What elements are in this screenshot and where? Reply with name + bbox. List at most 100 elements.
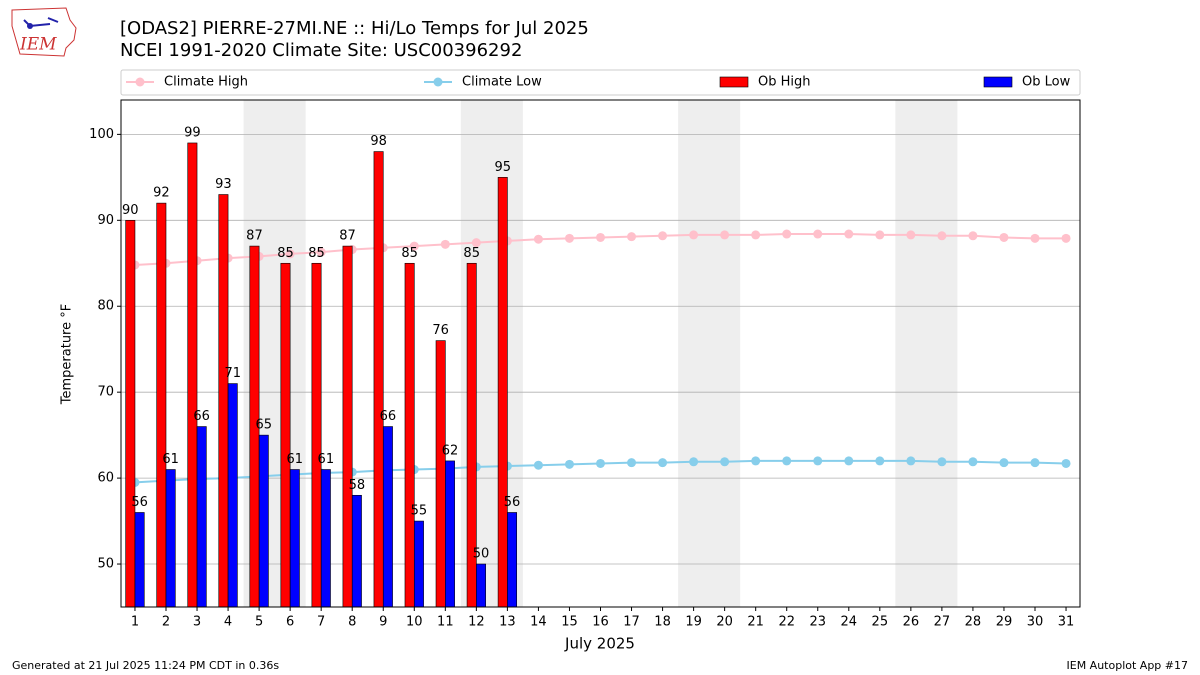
bar	[351, 494, 362, 608]
legend-label: Ob High	[758, 75, 811, 90]
point	[751, 230, 761, 240]
point	[844, 229, 854, 239]
bar	[125, 220, 136, 608]
x-tick-label: 9	[379, 615, 387, 630]
x-tick-label: 5	[255, 615, 263, 630]
weekend-shade	[895, 100, 958, 607]
x-tick-label: 18	[654, 615, 671, 630]
point	[440, 239, 450, 249]
x-tick-label: 19	[685, 615, 702, 630]
bar	[196, 426, 207, 608]
point	[627, 232, 637, 242]
x-tick-label: 17	[623, 615, 640, 630]
point	[999, 232, 1009, 242]
x-tick-label: 6	[286, 615, 294, 630]
x-tick-label: 12	[468, 615, 485, 630]
data-label: 85	[308, 246, 325, 261]
bar	[187, 142, 198, 608]
data-label: 65	[255, 418, 272, 433]
bar	[497, 177, 508, 608]
x-tick-label: 27	[934, 615, 951, 630]
bar	[280, 262, 291, 608]
legend-swatch	[433, 77, 443, 87]
point	[968, 231, 978, 241]
bar	[373, 151, 384, 608]
point	[564, 233, 574, 243]
point	[782, 456, 792, 466]
x-tick-label: 22	[778, 615, 795, 630]
x-tick-label: 13	[499, 615, 516, 630]
point	[1061, 233, 1071, 243]
data-label: 50	[473, 547, 490, 562]
point	[968, 457, 978, 467]
point	[596, 232, 605, 242]
data-label: 85	[463, 246, 480, 261]
bar	[404, 262, 415, 608]
point	[813, 229, 823, 239]
bar	[258, 434, 269, 608]
point	[937, 457, 947, 467]
bar	[413, 520, 424, 608]
plot-frame	[120, 99, 1081, 608]
point	[875, 230, 885, 240]
x-tick-label: 10	[406, 615, 423, 630]
x-tick-label: 20	[716, 615, 733, 630]
x-tick-label: 15	[561, 615, 578, 630]
x-tick-label: 29	[996, 615, 1013, 630]
x-tick-label: 16	[592, 615, 609, 630]
legend	[120, 69, 1081, 96]
point	[533, 460, 543, 470]
x-tick-label: 2	[162, 615, 170, 630]
x-tick-label: 28	[965, 615, 982, 630]
bar	[445, 460, 455, 608]
y-tick-label: 80	[97, 299, 114, 314]
logo: IEM	[11, 7, 77, 57]
point	[720, 230, 730, 240]
data-label: 85	[277, 246, 294, 261]
y-tick-label: 50	[97, 557, 114, 572]
x-tick-label: 25	[872, 615, 889, 630]
bar	[507, 512, 518, 608]
logo-icon	[27, 23, 33, 29]
point	[1061, 458, 1071, 468]
bar	[156, 202, 167, 608]
x-tick-label: 3	[193, 615, 201, 630]
footer-right: IEM Autoplot App #17	[1067, 659, 1189, 672]
bar	[218, 194, 229, 608]
data-label: 87	[339, 229, 356, 244]
data-label: 93	[215, 177, 232, 192]
chart-subtitle: NCEI 1991-2020 Climate Site: USC00396292	[120, 40, 522, 61]
x-tick-label: 23	[809, 615, 826, 630]
x-tick-label: 8	[348, 615, 356, 630]
data-label: 66	[193, 409, 210, 424]
bar	[476, 563, 486, 608]
data-label: 61	[162, 452, 179, 467]
point	[316, 247, 326, 257]
legend-label: Climate High	[164, 75, 248, 90]
bar	[342, 245, 353, 608]
y-tick-label: 70	[97, 385, 114, 400]
data-label: 55	[411, 504, 428, 519]
data-label: 90	[122, 203, 139, 218]
bar	[311, 262, 322, 608]
y-tick-label: 100	[89, 127, 114, 142]
data-label: 61	[287, 452, 304, 467]
chart-title: [ODAS2] PIERRE-27MI.NE :: Hi/Lo Temps fo…	[120, 18, 589, 39]
data-label: 56	[504, 495, 521, 510]
legend-label: Ob Low	[1022, 75, 1071, 90]
point	[689, 457, 699, 467]
bar	[320, 469, 331, 608]
point	[813, 456, 823, 466]
bar	[134, 512, 145, 608]
data-label: 66	[380, 409, 397, 424]
point	[1030, 233, 1040, 243]
point	[782, 229, 792, 239]
point	[596, 458, 605, 468]
legend-swatch	[135, 77, 145, 87]
x-tick-label: 31	[1058, 615, 1075, 630]
weekend-shade	[678, 100, 741, 607]
point	[751, 456, 761, 466]
data-label: 56	[131, 495, 148, 510]
data-label: 99	[184, 125, 201, 140]
x-tick-label: 14	[530, 615, 547, 630]
